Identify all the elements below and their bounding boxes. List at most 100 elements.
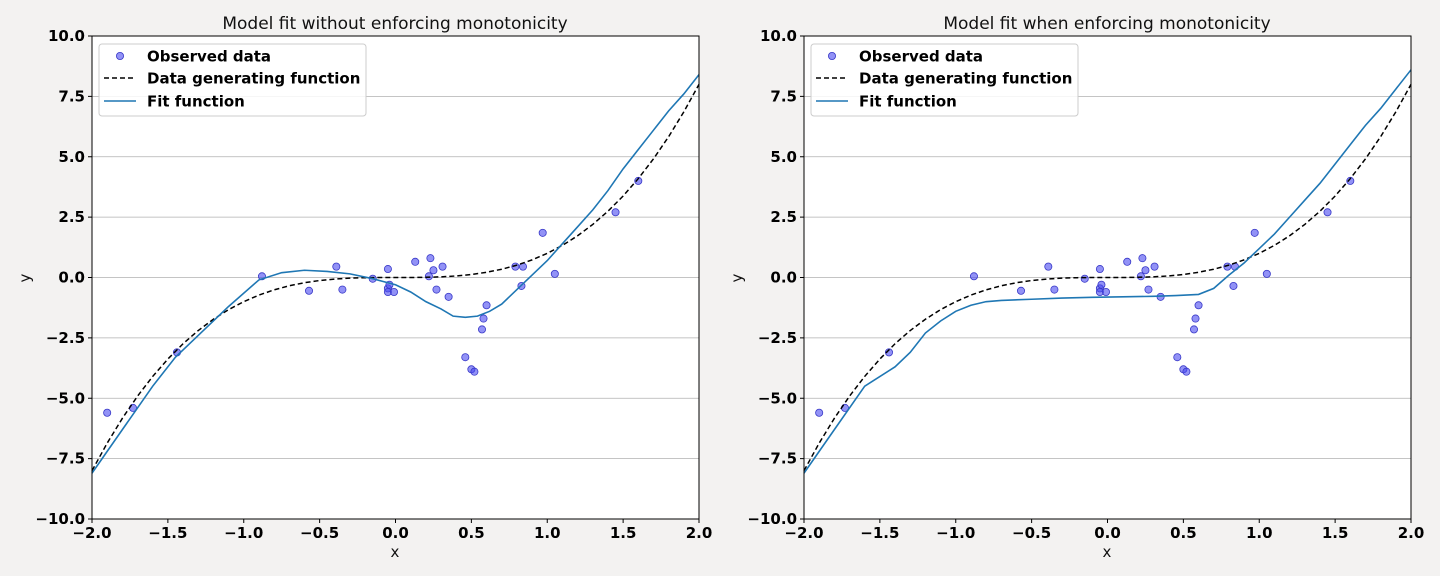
y-tick-label: −2.5 — [758, 329, 797, 347]
observed-data-point — [969, 272, 978, 281]
x-tick-label: 2.0 — [1398, 524, 1425, 542]
observed-data-point — [815, 408, 824, 417]
y-axis-label: y — [16, 273, 34, 282]
left-chart-panel: Model fit without enforcing monotonicity… — [16, 14, 712, 561]
observed-data-point — [1101, 287, 1110, 296]
observed-data-point — [1044, 262, 1053, 271]
observed-data-point — [1182, 367, 1191, 376]
y-tick-label: −10.0 — [747, 510, 797, 528]
legend-fit-label: Fit function — [147, 93, 245, 111]
observed-data-point — [1150, 262, 1159, 271]
y-tick-label: 7.5 — [58, 87, 85, 105]
observed-data-point — [1097, 280, 1106, 289]
observed-data-point — [884, 348, 893, 357]
legend-generating-label: Data generating function — [859, 70, 1072, 88]
x-axis-label: x — [391, 543, 400, 561]
y-axis-label: y — [728, 273, 746, 282]
x-axis-label: x — [1103, 543, 1112, 561]
observed-data-point — [1250, 228, 1259, 237]
y-tick-label: 2.5 — [770, 208, 797, 226]
observed-data-point — [1080, 274, 1089, 283]
observed-data-point — [1229, 281, 1238, 290]
observed-data-point — [305, 286, 314, 295]
observed-data-point — [411, 257, 420, 266]
y-tick-label: 2.5 — [58, 208, 85, 226]
observed-data-point — [383, 265, 392, 274]
observed-data-point — [634, 176, 643, 185]
observed-data-point — [1191, 314, 1200, 323]
legend-observed-label: Observed data — [147, 48, 271, 66]
legend-fit-label: Fit function — [859, 93, 957, 111]
observed-data-point — [438, 262, 447, 271]
x-tick-label: 0.0 — [1094, 524, 1121, 542]
legend-box — [810, 43, 1079, 117]
y-tick-label: −5.0 — [758, 389, 797, 407]
observed-data-point — [1095, 265, 1104, 274]
legend: Observed data Data generating function F… — [810, 43, 1079, 117]
observed-data-point — [1262, 269, 1271, 278]
observed-data-point — [461, 353, 470, 362]
observed-data-point — [426, 254, 435, 263]
observed-data-point — [1123, 257, 1132, 266]
observed-data-point — [550, 269, 559, 278]
y-tick-label: −10.0 — [35, 510, 85, 528]
y-tick-label: −7.5 — [46, 450, 85, 468]
observed-data-point — [1194, 301, 1203, 310]
data-generating-function-line — [803, 83, 1412, 472]
observed-data-point — [611, 208, 620, 217]
y-tick-label: 5.0 — [770, 148, 797, 166]
x-tick-label: 0.5 — [458, 524, 485, 542]
legend: Observed data Data generating function F… — [98, 43, 367, 117]
y-tick-label: 5.0 — [58, 148, 85, 166]
x-tick-label: −1.0 — [224, 524, 263, 542]
x-tick-label: −1.5 — [860, 524, 899, 542]
observed-data-point — [332, 262, 341, 271]
x-tick-label: −1.5 — [148, 524, 187, 542]
observed-data-point — [338, 285, 347, 294]
x-tick-label: −0.5 — [300, 524, 339, 542]
y-tick-label: 0.0 — [770, 269, 797, 287]
right-chart-panel: Model fit when enforcing monotonicity x … — [728, 14, 1424, 561]
observed-data-point — [482, 301, 491, 310]
observed-data-point — [444, 292, 453, 301]
y-tick-label: 10.0 — [48, 27, 85, 45]
x-tick-label: 0.0 — [382, 524, 409, 542]
observed-data-point — [1136, 272, 1145, 281]
observed-data-point — [432, 285, 441, 294]
fit-function-line — [803, 69, 1412, 474]
observed-data-point — [1138, 254, 1147, 263]
legend-generating-label: Data generating function — [147, 70, 360, 88]
observed-data-point — [1050, 285, 1059, 294]
observed-data-point — [389, 287, 398, 296]
x-tick-label: −2.0 — [784, 524, 823, 542]
legend-box — [98, 43, 367, 117]
chart-title: Model fit without enforcing monotonicity — [222, 14, 567, 34]
legend-observed-marker — [116, 52, 125, 61]
observed-data-point — [479, 314, 488, 323]
legend-observed-marker — [828, 52, 837, 61]
x-tick-label: −1.0 — [936, 524, 975, 542]
observed-data-point — [1346, 176, 1355, 185]
x-tick-label: 1.0 — [1246, 524, 1273, 542]
x-tick-label: −0.5 — [1012, 524, 1051, 542]
y-tick-label: −2.5 — [46, 329, 85, 347]
y-tick-label: 10.0 — [760, 27, 797, 45]
x-tick-label: −2.0 — [72, 524, 111, 542]
observed-data-point — [103, 408, 112, 417]
fit-function-line — [91, 74, 700, 474]
observed-data-point — [424, 272, 433, 281]
x-tick-label: 1.5 — [1322, 524, 1349, 542]
y-tick-label: 7.5 — [770, 87, 797, 105]
legend-observed-label: Observed data — [859, 48, 983, 66]
chart-title: Model fit when enforcing monotonicity — [943, 14, 1270, 34]
observed-data-point — [429, 266, 438, 275]
observed-data-point — [477, 325, 486, 334]
observed-data-point — [1144, 285, 1153, 294]
observed-data-point — [1323, 208, 1332, 217]
observed-data-point — [1017, 286, 1026, 295]
y-tick-label: −7.5 — [758, 450, 797, 468]
observed-data-point — [1173, 353, 1182, 362]
x-tick-label: 1.5 — [610, 524, 637, 542]
observed-data-point — [1141, 266, 1150, 275]
